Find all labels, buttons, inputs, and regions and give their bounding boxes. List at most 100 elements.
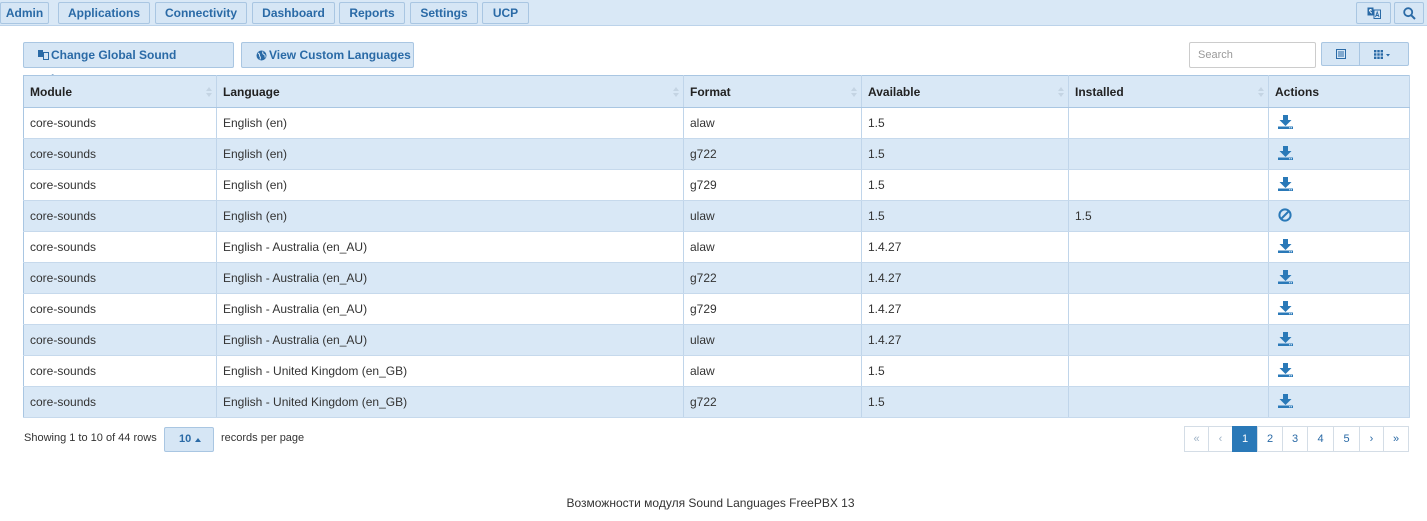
cell-module: core-sounds [23,107,217,139]
cell-actions [1268,386,1410,418]
cell-installed [1068,138,1269,170]
cell-available: 1.4.27 [861,262,1069,294]
column-header-installed[interactable]: Installed [1068,75,1269,108]
column-header-label: Installed [1075,84,1124,99]
caret-up-icon [195,438,201,442]
table-row[interactable]: core-sounds English (en) g722 1.5 [23,138,1410,170]
records-per-page-label: records per page [221,432,305,444]
table-header-row: Module Language Format Available Installed Ac… [23,75,1410,108]
column-header-label: Format [690,84,731,99]
page-4[interactable]: 4 [1307,426,1334,452]
cell-actions [1268,200,1410,232]
per-page-dropdown[interactable]: 10 [164,427,214,452]
cell-available: 1.4.27 [861,293,1069,325]
page-2[interactable]: 2 [1257,426,1283,452]
column-header-language[interactable]: Language [216,75,684,108]
cell-installed [1068,386,1269,418]
download-icon[interactable] [1278,331,1293,349]
nav-dashboard[interactable]: Dashboard [252,2,335,24]
cell-language: English (en) [216,200,684,232]
page-next[interactable]: › [1359,426,1384,452]
cell-language: English - Australia (en_AU) [216,262,684,294]
column-header-available[interactable]: Available [861,75,1069,108]
ban-icon[interactable] [1278,207,1292,225]
download-icon[interactable] [1278,362,1293,380]
cell-module: core-sounds [23,293,217,325]
cell-format: ulaw [683,324,862,356]
nav-ucp[interactable]: UCP [482,2,529,24]
view-custom-languages-button[interactable]: View Custom Languages [241,42,414,68]
cell-actions [1268,169,1410,201]
table-row[interactable]: core-sounds English - Australia (en_AU) ul… [23,324,1410,356]
column-header-actions[interactable]: Actions [1268,75,1410,108]
table-row[interactable]: core-sounds English - Australia (en_AU) g7… [23,293,1410,325]
download-icon[interactable] [1278,393,1293,411]
cell-format: g722 [683,262,862,294]
sort-icon [1258,87,1264,97]
cell-actions [1268,231,1410,263]
view-custom-label: View Custom Languages [269,48,411,62]
search-button[interactable] [1394,2,1424,24]
nav-connectivity[interactable]: Connectivity [155,2,247,24]
cell-format: g729 [683,293,862,325]
cell-module: core-sounds [23,231,217,263]
cell-format: g722 [683,138,862,170]
search-icon [1403,7,1416,20]
top-navbar: Admin Applications Connectivity Dashboar… [0,0,1427,26]
search-input[interactable] [1189,42,1316,68]
download-icon[interactable] [1278,145,1293,163]
toggle-view-button[interactable] [1321,42,1360,66]
page-last[interactable]: » [1383,426,1409,452]
table-row[interactable]: core-sounds English - United Kingdom (en_… [23,355,1410,387]
cell-module: core-sounds [23,138,217,170]
page-first[interactable]: « [1184,426,1209,452]
download-icon[interactable] [1278,300,1293,318]
change-global-sound-language-button[interactable]: Change Global Sound Language [23,42,234,86]
table-body: core-sounds English (en) alaw 1.5 core-sound… [23,107,1410,418]
table-row[interactable]: core-sounds English - Australia (en_AU) al… [23,231,1410,263]
column-header-module[interactable]: Module [23,75,217,108]
column-header-label: Module [30,84,72,99]
table-row[interactable]: core-sounds English - Australia (en_AU) g7… [23,262,1410,294]
page-3[interactable]: 3 [1282,426,1308,452]
language-button[interactable] [1356,2,1391,24]
cell-installed [1068,324,1269,356]
cell-installed [1068,169,1269,201]
cell-actions [1268,293,1410,325]
page-5[interactable]: 5 [1333,426,1360,452]
cell-format: alaw [683,355,862,387]
nav-applications[interactable]: Applications [58,2,150,24]
table-row[interactable]: core-sounds English (en) alaw 1.5 [23,107,1410,139]
cell-module: core-sounds [23,355,217,387]
nav-settings[interactable]: Settings [410,2,478,24]
nav-admin[interactable]: Admin [0,2,49,24]
page-prev[interactable]: ‹ [1208,426,1233,452]
cell-available: 1.5 [861,355,1069,387]
cell-language: English - United Kingdom (en_GB) [216,355,684,387]
table-row[interactable]: core-sounds English (en) g729 1.5 [23,169,1410,201]
cell-language: English - Australia (en_AU) [216,293,684,325]
columns-dropdown-button[interactable] [1359,42,1409,66]
cell-available: 1.4.27 [861,231,1069,263]
cell-actions [1268,324,1410,356]
download-icon[interactable] [1278,114,1293,132]
page-1[interactable]: 1 [1232,426,1258,452]
column-header-label: Language [223,84,280,99]
cell-format: g722 [683,386,862,418]
cell-installed [1068,231,1269,263]
table-row[interactable]: core-sounds English - United Kingdom (en_… [23,386,1410,418]
download-icon[interactable] [1278,269,1293,287]
cell-available: 1.5 [861,138,1069,170]
nav-reports[interactable]: Reports [339,2,405,24]
column-header-format[interactable]: Format [683,75,862,108]
sound-languages-table: Module Language Format Available Installed Ac… [23,75,1410,418]
download-icon[interactable] [1278,238,1293,256]
cell-installed [1068,355,1269,387]
download-icon[interactable] [1278,176,1293,194]
rows-summary: Showing 1 to 10 of 44 rows [24,432,157,444]
cell-language: English (en) [216,169,684,201]
cell-actions [1268,355,1410,387]
cell-actions [1268,262,1410,294]
cell-actions [1268,138,1410,170]
table-row[interactable]: core-sounds English (en) ulaw 1.5 1.5 [23,200,1410,232]
